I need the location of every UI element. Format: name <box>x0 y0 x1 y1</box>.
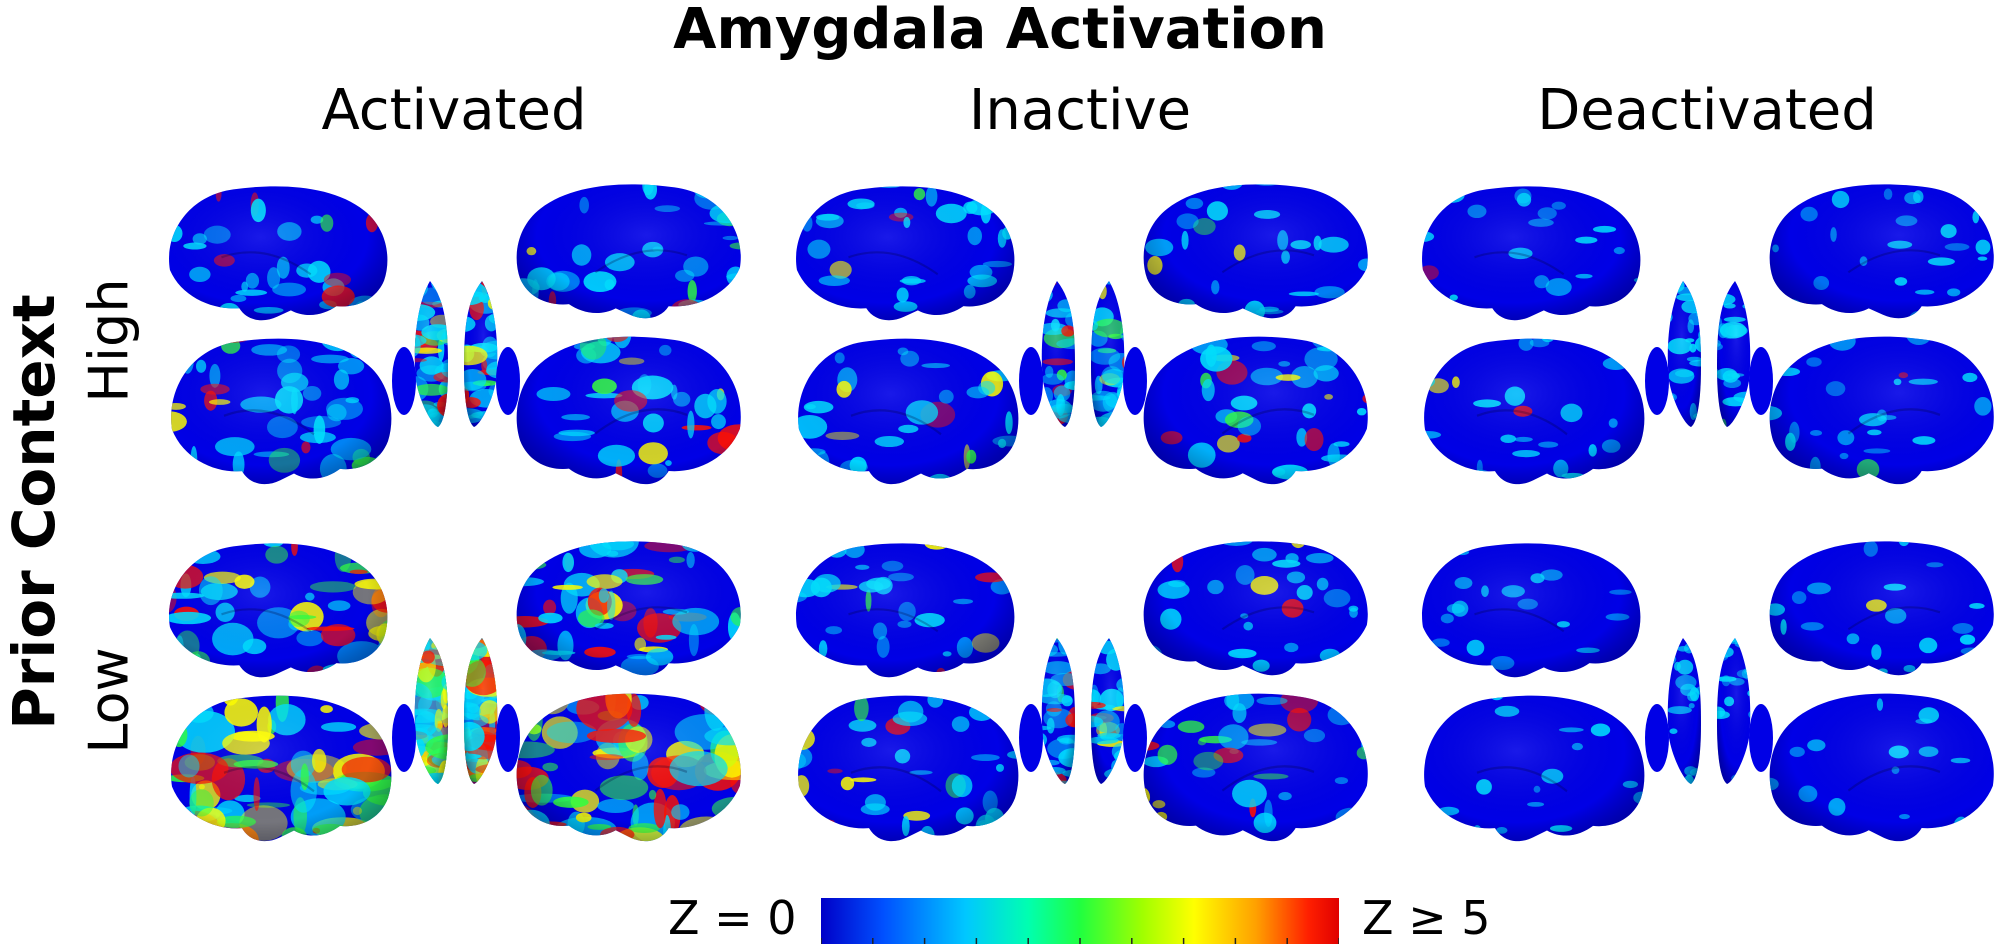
panel-inactive-low-right-lateral <box>1143 693 1368 842</box>
figure-title: Amygdala Activation <box>673 0 1327 62</box>
panel-inactive-low-right-medial <box>1143 541 1368 676</box>
panel-deactivated-high-left-lateral <box>1424 338 1645 485</box>
panel-deactivated-low-left-medial <box>1422 543 1641 678</box>
column-label-inactive: Inactive <box>968 78 1192 143</box>
panel-deactivated-low-right-medial <box>1769 541 1994 676</box>
colorbar-ticks <box>821 938 1339 944</box>
panel-inactive-high-right-lateral <box>1143 336 1368 485</box>
panel-activated-low-right-lateral <box>516 693 741 842</box>
panel-deactivated-low-left-lateral <box>1424 695 1645 842</box>
column-label-deactivated: Deactivated <box>1537 78 1877 143</box>
panel-activated-high-left-lateral <box>171 338 392 485</box>
panel-activated-high-left-medial <box>169 186 388 321</box>
panel-activated-high-right-medial <box>516 184 741 319</box>
panel-inactive-high-ventral-view <box>1019 281 1147 427</box>
panel-deactivated-high-right-medial <box>1769 184 1994 319</box>
panel-inactive-low-ventral-view <box>1019 638 1147 784</box>
panel-activated-low-left-medial <box>169 543 388 678</box>
panel-deactivated-high-right-lateral <box>1769 336 1994 485</box>
panel-inactive-high-right-medial <box>1143 184 1368 319</box>
panel-activated-high-ventral-view <box>392 281 520 427</box>
panel-deactivated-low-right-lateral <box>1769 693 1994 842</box>
panel-deactivated-high-ventral-view <box>1645 281 1773 427</box>
brain-surface-grid <box>169 184 1994 842</box>
colorbar <box>821 898 1339 944</box>
panel-activated-low-left-lateral <box>171 695 392 842</box>
panel-inactive-low-left-lateral <box>798 695 1019 842</box>
panel-deactivated-high-left-medial <box>1422 186 1641 321</box>
panel-activated-high-right-lateral <box>516 336 741 485</box>
panel-inactive-high-left-medial <box>796 186 1015 321</box>
colorbar-min-label: Z = 0 <box>668 891 797 945</box>
colorbar-max-label: Z ≥ 5 <box>1362 891 1491 945</box>
panel-activated-low-right-medial <box>516 541 741 676</box>
panel-inactive-low-left-medial <box>796 543 1015 678</box>
panel-activated-low-ventral-view <box>392 638 520 784</box>
panel-deactivated-low-ventral-view <box>1645 638 1773 784</box>
panel-inactive-high-left-lateral <box>798 338 1019 485</box>
column-label-activated: Activated <box>321 78 587 143</box>
